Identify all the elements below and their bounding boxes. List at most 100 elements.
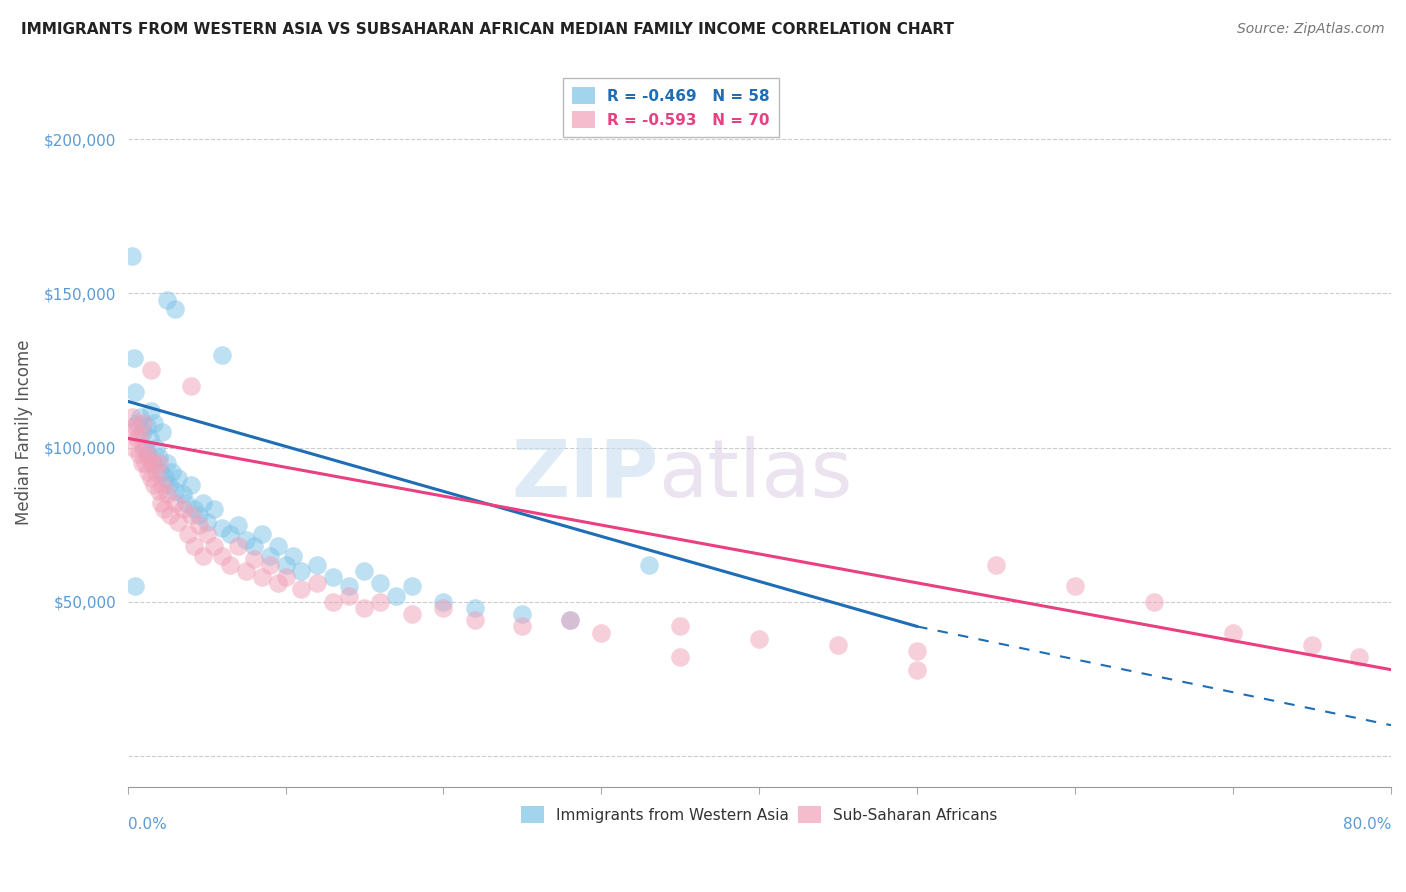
Point <box>290 564 312 578</box>
Point <box>148 450 170 464</box>
Point <box>163 301 186 316</box>
Point <box>235 564 257 578</box>
Point <box>156 293 179 307</box>
Point <box>1301 638 1323 652</box>
Point <box>211 348 233 362</box>
Point <box>141 471 163 485</box>
Point <box>142 456 165 470</box>
Point <box>905 644 928 658</box>
Point <box>290 582 312 597</box>
Point <box>274 558 297 572</box>
Point <box>163 483 186 498</box>
Point <box>669 650 692 665</box>
Point <box>235 533 257 547</box>
Point <box>124 579 146 593</box>
Point <box>464 613 486 627</box>
Point <box>219 527 242 541</box>
Point <box>121 409 143 424</box>
Point <box>120 425 142 439</box>
Point <box>307 576 329 591</box>
Point <box>905 663 928 677</box>
Point <box>1143 595 1166 609</box>
Point <box>307 558 329 572</box>
Point <box>183 539 205 553</box>
Point <box>160 465 183 479</box>
Point <box>138 431 160 445</box>
Point <box>204 539 226 553</box>
Point <box>145 441 167 455</box>
Point <box>266 576 288 591</box>
Point <box>187 517 209 532</box>
Point <box>135 419 157 434</box>
Point <box>322 595 344 609</box>
Point <box>134 441 156 455</box>
Point <box>368 576 391 591</box>
Point <box>122 441 145 455</box>
Point <box>401 579 423 593</box>
Point <box>121 249 143 263</box>
Point <box>132 425 155 439</box>
Point <box>124 385 146 400</box>
Point <box>195 515 218 529</box>
Point <box>125 431 148 445</box>
Point <box>176 527 198 541</box>
Point <box>150 425 173 439</box>
Point <box>266 539 288 553</box>
Point <box>211 549 233 563</box>
Point <box>174 496 197 510</box>
Point <box>259 558 281 572</box>
Point <box>125 416 148 430</box>
Text: 80.0%: 80.0% <box>1343 817 1391 832</box>
Point <box>180 508 202 523</box>
Point <box>1222 625 1244 640</box>
Point <box>211 521 233 535</box>
Point <box>193 549 215 563</box>
Point <box>243 539 266 553</box>
Point <box>183 502 205 516</box>
Text: atlas: atlas <box>658 435 852 514</box>
Point <box>180 379 202 393</box>
Point <box>141 403 163 417</box>
Point <box>129 409 152 424</box>
Point <box>558 613 581 627</box>
Text: 0.0%: 0.0% <box>128 817 166 832</box>
Point <box>167 471 190 485</box>
Point <box>134 456 156 470</box>
Point <box>149 496 172 510</box>
Point <box>250 570 273 584</box>
Point <box>193 496 215 510</box>
Point <box>637 558 659 572</box>
Point <box>135 447 157 461</box>
Text: IMMIGRANTS FROM WESTERN ASIA VS SUBSAHARAN AFRICAN MEDIAN FAMILY INCOME CORRELAT: IMMIGRANTS FROM WESTERN ASIA VS SUBSAHAR… <box>21 22 955 37</box>
Point <box>986 558 1008 572</box>
Point <box>172 502 194 516</box>
Point <box>283 549 305 563</box>
Point <box>243 551 266 566</box>
Point <box>512 607 534 621</box>
Point <box>145 465 167 479</box>
Point <box>138 453 160 467</box>
Point <box>748 632 770 646</box>
Point <box>142 456 165 470</box>
Point <box>827 638 849 652</box>
Point <box>153 502 176 516</box>
Point <box>143 416 166 430</box>
Point <box>148 483 170 498</box>
Point <box>159 508 181 523</box>
Point <box>512 619 534 633</box>
Y-axis label: Median Family Income: Median Family Income <box>15 339 32 524</box>
Point <box>250 527 273 541</box>
Text: ZIP: ZIP <box>510 435 658 514</box>
Point <box>226 539 249 553</box>
Point <box>155 471 177 485</box>
Point <box>141 363 163 377</box>
Point <box>167 515 190 529</box>
Point <box>132 416 155 430</box>
Point <box>1348 650 1371 665</box>
Point <box>156 456 179 470</box>
Point <box>124 419 146 434</box>
Point <box>219 558 242 572</box>
Point <box>368 595 391 609</box>
Point <box>195 527 218 541</box>
Point <box>129 428 152 442</box>
